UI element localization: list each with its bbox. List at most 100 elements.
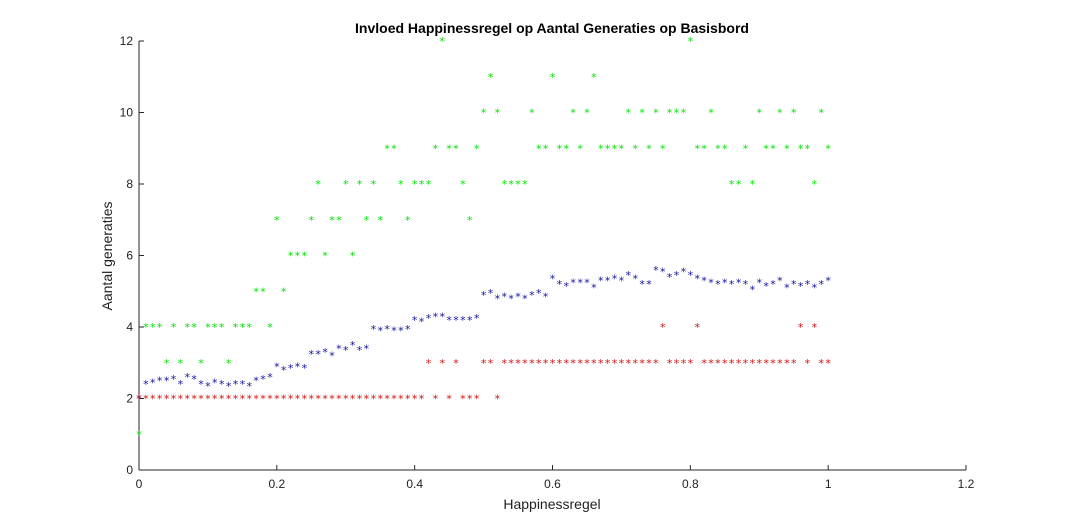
data-point-series-1: * bbox=[784, 142, 790, 155]
data-point-series-1: * bbox=[267, 321, 273, 334]
data-point-series-3: * bbox=[350, 393, 356, 406]
data-point-series-1: * bbox=[763, 142, 769, 155]
data-point-series-1: * bbox=[743, 142, 749, 155]
data-point-series-3: * bbox=[481, 357, 487, 370]
data-point-series-1: * bbox=[757, 107, 763, 120]
data-point-series-1: * bbox=[515, 178, 521, 191]
data-point-series-3: * bbox=[419, 393, 425, 406]
data-point-series-2: * bbox=[577, 276, 583, 289]
data-point-series-3: * bbox=[446, 393, 452, 406]
data-point-series-2: * bbox=[233, 378, 239, 391]
data-point-series-3: * bbox=[157, 393, 163, 406]
data-point-series-2: * bbox=[570, 276, 576, 289]
data-point-series-1: * bbox=[639, 107, 645, 120]
data-point-series-3: * bbox=[515, 357, 521, 370]
data-point-series-1: * bbox=[798, 142, 804, 155]
y-tick-label: 12 bbox=[120, 34, 134, 48]
data-point-series-3: * bbox=[598, 357, 604, 370]
y-tick-label: 8 bbox=[126, 177, 133, 191]
data-point-series-2: * bbox=[529, 289, 535, 302]
data-point-series-2: * bbox=[157, 375, 163, 388]
data-point-series-1: * bbox=[226, 357, 232, 370]
data-point-series-1: * bbox=[439, 35, 445, 48]
data-point-series-2: * bbox=[336, 342, 342, 355]
data-point-series-2: * bbox=[612, 273, 618, 286]
data-point-series-3: * bbox=[550, 357, 556, 370]
data-point-series-3: * bbox=[467, 393, 473, 406]
data-point-series-1: * bbox=[198, 357, 204, 370]
data-point-series-1: * bbox=[391, 142, 397, 155]
data-point-series-1: * bbox=[791, 107, 797, 120]
data-point-series-1: * bbox=[474, 142, 480, 155]
data-point-series-2: * bbox=[667, 271, 673, 284]
data-point-series-1: * bbox=[681, 107, 687, 120]
data-point-series-3: * bbox=[433, 393, 439, 406]
data-point-series-3: * bbox=[488, 357, 494, 370]
data-point-series-1: * bbox=[433, 142, 439, 155]
data-point-series-1: * bbox=[309, 214, 315, 227]
data-point-series-3: * bbox=[322, 393, 328, 406]
data-point-series-1: * bbox=[715, 142, 721, 155]
y-tick-label: 6 bbox=[126, 249, 133, 263]
data-point-series-2: * bbox=[708, 276, 714, 289]
data-point-series-2: * bbox=[322, 346, 328, 359]
data-point-series-3: * bbox=[784, 357, 790, 370]
data-point-series-1: * bbox=[688, 35, 694, 48]
data-point-series-1: * bbox=[502, 178, 508, 191]
data-point-series-1: * bbox=[750, 178, 756, 191]
data-point-series-3: * bbox=[267, 393, 273, 406]
data-point-series-3: * bbox=[791, 357, 797, 370]
data-point-series-1: * bbox=[674, 107, 680, 120]
data-point-series-2: * bbox=[639, 278, 645, 291]
data-point-series-3: * bbox=[405, 393, 411, 406]
x-tick-label: 1 bbox=[825, 477, 832, 491]
data-point-series-1: * bbox=[543, 142, 549, 155]
data-point-series-1: * bbox=[612, 142, 618, 155]
data-point-series-3: * bbox=[302, 393, 308, 406]
data-point-series-2: * bbox=[398, 325, 404, 338]
data-point-series-3: * bbox=[343, 393, 349, 406]
data-point-series-1: * bbox=[247, 321, 253, 334]
data-point-series-3: * bbox=[812, 321, 818, 334]
data-point-series-3: * bbox=[770, 357, 776, 370]
data-point-series-2: * bbox=[357, 344, 363, 357]
data-point-series-3: * bbox=[688, 357, 694, 370]
data-point-series-1: * bbox=[219, 321, 225, 334]
data-point-series-2: * bbox=[309, 348, 315, 361]
data-point-series-1: * bbox=[343, 178, 349, 191]
data-point-series-2: * bbox=[763, 280, 769, 293]
data-point-series-3: * bbox=[233, 393, 239, 406]
data-point-series-2: * bbox=[391, 325, 397, 338]
data-point-series-2: * bbox=[481, 289, 487, 302]
data-point-series-3: * bbox=[143, 393, 149, 406]
data-point-series-1: * bbox=[164, 357, 170, 370]
data-point-series-2: * bbox=[143, 378, 149, 391]
data-point-series-1: * bbox=[371, 178, 377, 191]
data-point-series-1: * bbox=[605, 142, 611, 155]
data-point-series-3: * bbox=[757, 357, 763, 370]
data-point-series-1: * bbox=[143, 321, 149, 334]
data-point-series-2: * bbox=[219, 378, 225, 391]
data-point-series-1: * bbox=[550, 71, 556, 84]
data-point-series-2: * bbox=[171, 373, 177, 386]
data-point-series-3: * bbox=[743, 357, 749, 370]
data-point-series-2: * bbox=[543, 291, 549, 304]
data-point-series-1: * bbox=[281, 285, 287, 298]
data-point-series-1: * bbox=[722, 142, 728, 155]
data-point-series-3: * bbox=[150, 393, 156, 406]
data-point-series-2: * bbox=[405, 323, 411, 336]
data-point-series-3: * bbox=[557, 357, 563, 370]
data-point-series-2: * bbox=[260, 373, 266, 386]
data-point-series-1: * bbox=[646, 142, 652, 155]
data-point-series-3: * bbox=[439, 357, 445, 370]
data-point-series-3: * bbox=[164, 393, 170, 406]
x-tick-label: 0.8 bbox=[682, 477, 699, 491]
data-point-series-2: * bbox=[460, 314, 466, 327]
data-point-series-1: * bbox=[694, 142, 700, 155]
data-point-series-2: * bbox=[295, 360, 301, 373]
data-point-series-3: * bbox=[260, 393, 266, 406]
data-point-series-1: * bbox=[398, 178, 404, 191]
data-point-series-2: * bbox=[619, 275, 625, 288]
data-point-series-3: * bbox=[474, 393, 480, 406]
